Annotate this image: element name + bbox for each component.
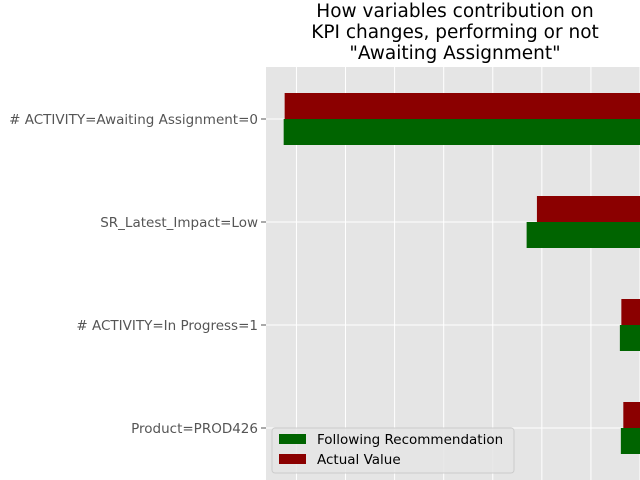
y-tick-label: # ACTIVITY=In Progress=1 <box>76 318 258 334</box>
y-tick-label: Product=PROD426 <box>131 421 258 437</box>
y-tick-label: SR_Latest_Impact=Low <box>100 215 258 231</box>
chart-title-line: "Awaiting Assignment" <box>349 43 560 64</box>
bar-following-recommendation <box>283 119 640 145</box>
bar-actual-value <box>536 196 640 222</box>
plot-area <box>266 67 640 480</box>
legend: Following Recommendation Actual Value <box>271 427 515 474</box>
bar-following-recommendation <box>526 222 640 248</box>
legend-swatch <box>279 454 306 464</box>
chart-title-line: How variables contribution on <box>316 1 593 22</box>
bar-actual-value <box>623 402 640 428</box>
bar-actual-value <box>284 93 640 119</box>
bar-following-recommendation <box>619 325 640 351</box>
bar-actual-value <box>621 299 640 325</box>
chart-title-line: KPI changes, performing or not <box>311 22 599 43</box>
y-axis: # ACTIVITY=Awaiting Assignment=0 SR_Lates… <box>9 112 266 437</box>
legend-box <box>271 427 515 474</box>
legend-label: Actual Value <box>317 452 401 468</box>
legend-label: Following Recommendation <box>317 432 503 448</box>
y-tick-label: # ACTIVITY=Awaiting Assignment=0 <box>9 112 258 128</box>
bar-following-recommendation <box>620 428 640 454</box>
legend-swatch <box>279 434 306 444</box>
